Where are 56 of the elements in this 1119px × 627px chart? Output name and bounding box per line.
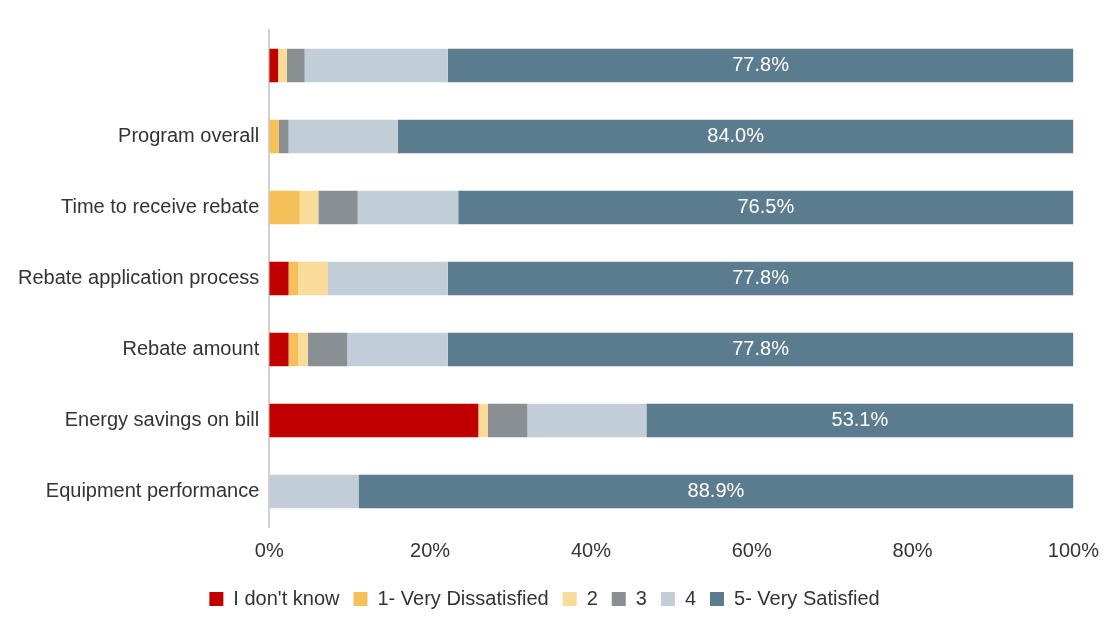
legend-label: I don't know: [233, 586, 341, 609]
y-tick-label: Equipment performance: [45, 479, 260, 502]
bar: [458, 190, 1074, 225]
x-tick-label: 0%: [254, 538, 284, 561]
bar: [288, 332, 299, 367]
bar: [327, 261, 448, 296]
bar: [298, 261, 328, 296]
bar: [299, 190, 319, 225]
bar: [318, 190, 358, 225]
bar: [298, 332, 308, 367]
data-label: 77.8%: [732, 266, 790, 289]
x-tick-label: 80%: [892, 538, 933, 561]
bar: [646, 403, 1074, 438]
y-tick-label: Rebate application process: [17, 266, 260, 289]
legend-label: 1- Very Dissatisfied: [377, 586, 549, 609]
bar: [347, 332, 448, 367]
data-label: 53.1%: [831, 408, 889, 431]
bar: [269, 261, 289, 296]
bar: [447, 261, 1074, 296]
y-tick-label: Rebate amount: [122, 337, 260, 360]
x-tick-label: 60%: [731, 538, 772, 561]
bar: [278, 119, 289, 154]
bar: [278, 48, 287, 83]
bar: [269, 403, 479, 438]
bar: [358, 474, 1074, 509]
bar: [269, 474, 359, 509]
legend-label: 3: [635, 586, 647, 609]
y-tick-label: Energy savings on bill: [64, 408, 260, 431]
x-tick-label: 20%: [410, 538, 451, 561]
bar: [286, 48, 305, 83]
bar: [447, 332, 1074, 367]
bar: [527, 403, 647, 438]
bar: [288, 261, 299, 296]
bar: [487, 403, 528, 438]
y-tick-label: Time to receive rebate: [61, 195, 260, 218]
bar: [304, 48, 448, 83]
bar: [397, 119, 1074, 154]
legend-label: 2: [586, 586, 598, 609]
legend-label: 4: [684, 586, 697, 609]
bar: [307, 332, 348, 367]
data-label: 88.9%: [687, 479, 745, 502]
bar: [288, 119, 398, 154]
bar: [478, 403, 488, 438]
data-label: 77.8%: [732, 337, 790, 360]
bar: [269, 119, 279, 154]
bar: [447, 48, 1074, 83]
data-label: 77.8%: [732, 53, 790, 76]
x-tick-label: 100%: [1047, 538, 1100, 561]
y-tick-label: Program overall: [118, 124, 260, 147]
x-tick-label: 40%: [570, 538, 612, 561]
bar: [269, 332, 289, 367]
legend-label: 5- Very Satisfied: [734, 586, 880, 609]
bar: [269, 190, 300, 225]
bar: [357, 190, 459, 225]
data-label: 76.5%: [737, 195, 795, 218]
data-label: 84.0%: [707, 124, 765, 147]
